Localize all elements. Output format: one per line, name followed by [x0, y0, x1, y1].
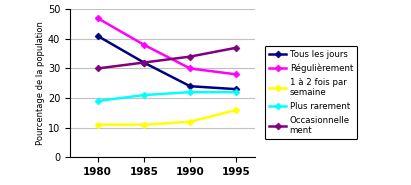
Occasionnelle
ment	[95, 67, 100, 70]
1 à 2 fois par
semaine	[141, 124, 146, 126]
Tous les jours	[95, 35, 100, 37]
Plus rarement	[95, 100, 100, 102]
Occasionnelle
ment	[141, 61, 146, 64]
Legend: Tous les jours, Régulièrement, 1 à 2 fois par
semaine, Plus rarement, Occasionne: Tous les jours, Régulièrement, 1 à 2 foi…	[265, 46, 358, 139]
Régulièrement	[95, 17, 100, 19]
Line: Tous les jours: Tous les jours	[95, 33, 239, 92]
Plus rarement	[234, 91, 239, 93]
Tous les jours	[234, 88, 239, 90]
Y-axis label: Pourcentage de la population: Pourcentage de la population	[36, 21, 45, 145]
Line: Plus rarement: Plus rarement	[95, 90, 239, 103]
Occasionnelle
ment	[188, 56, 193, 58]
Régulièrement	[234, 73, 239, 75]
Plus rarement	[141, 94, 146, 96]
Plus rarement	[188, 91, 193, 93]
Occasionnelle
ment	[234, 47, 239, 49]
1 à 2 fois par
semaine	[234, 109, 239, 111]
Tous les jours	[141, 61, 146, 64]
Line: 1 à 2 fois par
semaine: 1 à 2 fois par semaine	[95, 107, 239, 127]
Régulièrement	[188, 67, 193, 70]
Line: Régulièrement: Régulièrement	[95, 16, 239, 77]
1 à 2 fois par
semaine	[188, 121, 193, 123]
Line: Occasionnelle
ment: Occasionnelle ment	[95, 45, 239, 71]
Régulièrement	[141, 44, 146, 46]
1 à 2 fois par
semaine	[95, 124, 100, 126]
Tous les jours	[188, 85, 193, 87]
